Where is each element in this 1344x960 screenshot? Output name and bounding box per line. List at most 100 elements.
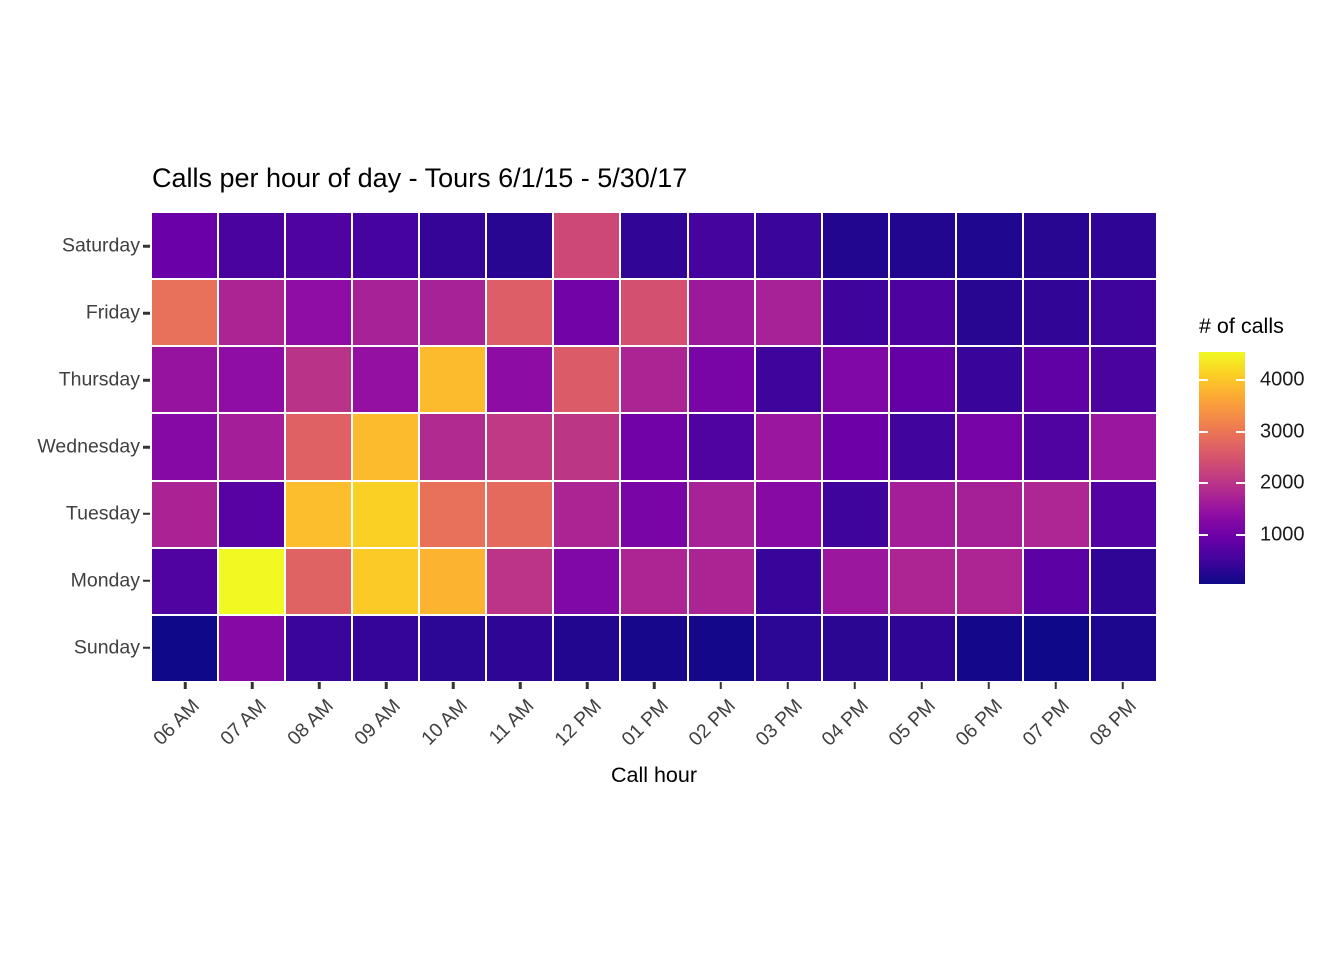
legend-tick-label: 2000 [1260,471,1305,494]
heatmap-cell [956,213,1022,279]
heatmap-cell [889,615,955,681]
heatmap-cell [420,280,486,346]
heatmap-cell [1023,213,1089,279]
y-axis-tick [143,312,150,315]
heatmap-cell [420,615,486,681]
heatmap-cell [755,280,821,346]
heatmap-cell [688,615,754,681]
legend-tick-mark [1199,482,1208,485]
heatmap-cell [219,213,285,279]
x-axis-label: 08 AM [283,695,338,750]
x-axis-label: 10 AM [417,695,472,750]
heatmap-cell [755,615,821,681]
legend-tick-mark [1236,534,1245,537]
y-axis-tick [143,646,150,649]
heatmap-cell [688,213,754,279]
heatmap-cell [1023,481,1089,547]
x-axis-tick [719,682,723,689]
heatmap-cell [755,548,821,614]
heatmap-cell [755,414,821,480]
heatmap-cell [956,548,1022,614]
heatmap-cell [353,213,419,279]
heatmap-cell [755,213,821,279]
heatmap-cell [1090,481,1156,547]
heatmap-cell [152,414,218,480]
heatmap-cell [152,548,218,614]
heatmap-cell [1090,280,1156,346]
heatmap-cell [1023,280,1089,346]
heatmap-cell [1090,414,1156,480]
heatmap-cell [621,548,687,614]
heatmap-cell [956,481,1022,547]
heatmap-cell [219,414,285,480]
x-axis-label: 08 PM [1085,695,1142,751]
heatmap-cell [688,347,754,413]
heatmap-cell [889,548,955,614]
heatmap-cell [688,481,754,547]
heatmap-cell [956,280,1022,346]
heatmap-cell [822,414,888,480]
heatmap-cell [889,213,955,279]
heatmap-cell [956,615,1022,681]
heatmap-cell [487,414,553,480]
heatmap-cell [1023,347,1089,413]
y-axis-label: Thursday [58,368,140,391]
heatmap-cell [353,414,419,480]
heatmap-cell [1090,213,1156,279]
heatmap-cell [956,347,1022,413]
legend-title: # of calls [1199,314,1284,338]
heatmap-cell [1023,548,1089,614]
heatmap-cell [755,481,821,547]
heatmap-cell [487,347,553,413]
x-axis-label: 06 PM [951,695,1008,751]
x-axis-label: 02 PM [684,695,740,751]
heatmap-cell [554,280,620,346]
y-axis-label: Wednesday [37,435,140,458]
heatmap-cell [621,347,687,413]
x-axis-label: 05 PM [884,695,941,751]
x-axis-tick [1121,682,1124,689]
heatmap-cell [286,548,352,614]
x-axis-label: 07 AM [216,695,271,750]
heatmap-cell [889,347,955,413]
heatmap-cell [487,481,553,547]
x-axis-tick [920,682,923,689]
heatmap-cell [554,548,620,614]
heatmap-cell [554,414,620,480]
heatmap-cell [420,213,486,279]
heatmap-cell [1090,347,1156,413]
heatmap-cell [554,481,620,547]
heatmap-cell [353,280,419,346]
x-axis-title: Call hour [610,763,698,787]
x-axis-tick [385,682,388,689]
heatmap-cell [219,615,285,681]
heatmap-cell [822,347,888,413]
y-axis-tick [143,245,150,248]
heatmap-cell [286,414,352,480]
heatmap-cell [420,548,486,614]
x-axis-tick [987,682,990,689]
heatmap-cell [152,213,218,279]
heatmap-cell [621,280,687,346]
legend-tick-mark [1236,430,1245,433]
x-axis-label: 06 AM [149,695,205,750]
x-axis-tick [451,682,455,689]
heatmap-cell [286,615,352,681]
x-axis-label: 04 PM [817,695,874,751]
heatmap-cell [219,280,285,346]
legend-tick-label: 3000 [1260,420,1305,443]
heatmap-cell [554,213,620,279]
heatmap-cell [554,347,620,413]
legend-tick-mark [1199,430,1208,433]
legend-tick-mark [1199,534,1208,537]
x-axis-label: 01 PM [617,695,673,751]
heatmap-cell [353,615,419,681]
x-axis-label: 09 AM [350,695,405,750]
heatmap-cell [956,414,1022,480]
heatmap-cell [487,213,553,279]
y-axis-label: Sunday [73,636,140,659]
legend-tick-mark [1199,379,1208,382]
heatmap-cell [152,347,218,413]
x-axis-label: 11 AM [485,695,539,749]
